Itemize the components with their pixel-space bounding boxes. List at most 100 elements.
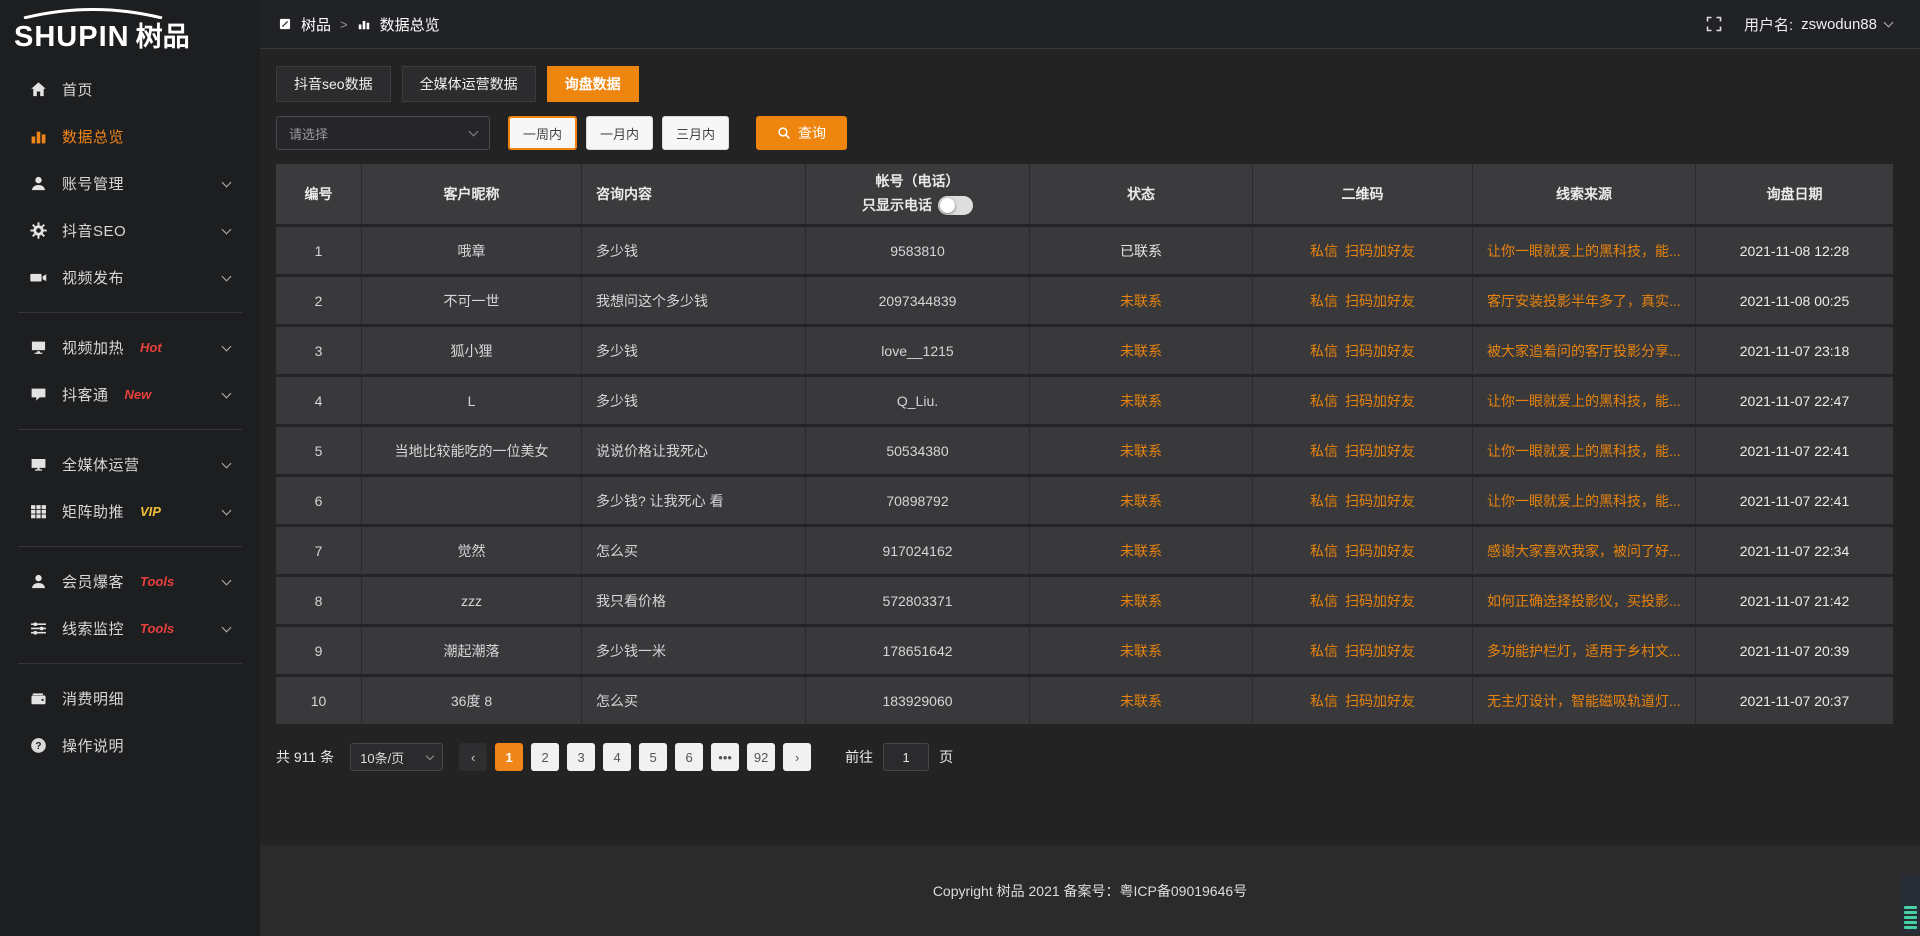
more-pages-button[interactable]: ••• — [711, 743, 740, 771]
scan-add-friend-link[interactable]: 扫码加好友 — [1345, 392, 1415, 409]
scan-add-friend-link[interactable]: 扫码加好友 — [1345, 692, 1415, 709]
chevron-down-icon — [221, 177, 232, 188]
main-content: 抖音seo数据 全媒体运营数据 询盘数据 请选择 一周内 一月内 三月内 查询 — [260, 49, 1920, 845]
scan-add-friend-link[interactable]: 扫码加好友 — [1345, 342, 1415, 359]
monitor-icon — [30, 456, 47, 473]
dm-link[interactable]: 私信 — [1310, 242, 1338, 259]
chevron-down-icon — [468, 126, 479, 137]
prev-page-button[interactable]: ‹ — [459, 743, 488, 771]
chevron-down-icon — [221, 505, 232, 516]
fullscreen-icon[interactable] — [1706, 16, 1722, 32]
tab-douyin-seo-data[interactable]: 抖音seo数据 — [276, 66, 391, 102]
filter-select[interactable]: 请选择 — [276, 116, 490, 150]
dm-link[interactable]: 私信 — [1310, 542, 1338, 559]
scan-add-friend-link[interactable]: 扫码加好友 — [1345, 442, 1415, 459]
period-quarter-button[interactable]: 三月内 — [662, 116, 730, 150]
dm-link[interactable]: 私信 — [1310, 342, 1338, 359]
sidebar-item-member-burst[interactable]: 会员爆客 Tools — [0, 558, 260, 605]
dm-link[interactable]: 私信 — [1310, 292, 1338, 309]
home-icon — [30, 81, 47, 98]
tab-omnimedia-data[interactable]: 全媒体运营数据 — [401, 66, 536, 102]
period-week-button[interactable]: 一周内 — [508, 116, 578, 150]
lead-source-link[interactable]: 如何正确选择投影仪，买投影... — [1473, 577, 1696, 627]
lead-source-link[interactable]: 让你一眼就爱上的黑科技，能... — [1473, 377, 1696, 427]
table-row: 2 不可一世 我想问这个多少钱 2097344839 未联系 私信 扫码加好友 客… — [276, 277, 1893, 327]
lead-source-link[interactable]: 感谢大家喜欢我家，被问了好... — [1473, 527, 1696, 577]
dm-link[interactable]: 私信 — [1310, 642, 1338, 659]
scan-add-friend-link[interactable]: 扫码加好友 — [1345, 542, 1415, 559]
col-qrcode: 二维码 — [1253, 164, 1473, 227]
breadcrumb-root[interactable]: 树品 — [301, 16, 332, 34]
search-icon — [778, 127, 790, 139]
scan-add-friend-link[interactable]: 扫码加好友 — [1345, 242, 1415, 259]
page-button-4[interactable]: 4 — [603, 743, 632, 771]
page-button-5[interactable]: 5 — [639, 743, 668, 771]
table-row: 10 36度 8 怎么买 183929060 未联系 私信 扫码加好友 无主灯设计… — [276, 677, 1893, 727]
table-row: 8 zzz 我只看价格 572803371 未联系 私信 扫码加好友 如何正确选择… — [276, 577, 1893, 627]
lead-source-link[interactable]: 被大家追着问的客厅投影分享... — [1473, 327, 1696, 377]
phone-only-label: 只显示电话 — [862, 197, 932, 213]
sidebar-item-video-publish[interactable]: 视频发布 — [0, 254, 260, 301]
lead-source-link[interactable]: 多功能护栏灯，适用于乡村文... — [1473, 627, 1696, 677]
divider — [18, 312, 242, 313]
dm-link[interactable]: 私信 — [1310, 692, 1338, 709]
scan-add-friend-link[interactable]: 扫码加好友 — [1345, 592, 1415, 609]
page-button-3[interactable]: 3 — [567, 743, 596, 771]
goto-page-input[interactable] — [883, 743, 930, 771]
sidebar-item-video-heat[interactable]: 视频加热 Hot — [0, 324, 260, 371]
dm-link[interactable]: 私信 — [1310, 442, 1338, 459]
page-button-92[interactable]: 92 — [747, 743, 776, 771]
scan-add-friend-link[interactable]: 扫码加好友 — [1345, 492, 1415, 509]
dm-link[interactable]: 私信 — [1310, 592, 1338, 609]
sidebar-item-data-overview[interactable]: 数据总览 — [0, 113, 260, 160]
sidebar-item-douyin-seo[interactable]: 抖音SEO — [0, 207, 260, 254]
status-badge: 未联系 — [1030, 677, 1253, 727]
sidebar-item-help[interactable]: ? 操作说明 — [0, 722, 260, 769]
col-date: 询盘日期 — [1696, 164, 1893, 227]
phone-only-toggle[interactable] — [938, 196, 973, 216]
page-size-select[interactable]: 10条/页 — [350, 743, 444, 771]
chevron-down-icon — [221, 458, 232, 469]
filter-bar: 请选择 一周内 一月内 三月内 查询 — [276, 116, 1893, 150]
breadcrumb-current[interactable]: 数据总览 — [379, 16, 440, 34]
sidebar-item-lead-monitor[interactable]: 线索监控 Tools — [0, 605, 260, 652]
lead-source-link[interactable]: 让你一眼就爱上的黑科技，能... — [1473, 227, 1696, 277]
dm-link[interactable]: 私信 — [1310, 492, 1338, 509]
search-button[interactable]: 查询 — [756, 116, 848, 150]
next-page-button[interactable]: › — [783, 743, 812, 771]
sidebar-item-matrix-boost[interactable]: 矩阵助推 VIP — [0, 488, 260, 535]
dm-link[interactable]: 私信 — [1310, 392, 1338, 409]
period-month-button[interactable]: 一月内 — [586, 116, 654, 150]
page-button-2[interactable]: 2 — [531, 743, 560, 771]
bar-chart-icon — [30, 128, 47, 145]
status-badge: 未联系 — [1030, 477, 1253, 527]
floating-widget[interactable] — [1901, 875, 1920, 933]
app-logo: SHUPIN 树品 — [0, 0, 260, 56]
tab-inquiry-data[interactable]: 询盘数据 — [546, 66, 639, 102]
gear-icon — [30, 222, 47, 239]
status-badge: 未联系 — [1030, 327, 1253, 377]
chevron-down-icon — [221, 341, 232, 352]
status-badge: 已联系 — [1030, 227, 1253, 277]
lead-source-link[interactable]: 让你一眼就爱上的黑科技，能... — [1473, 477, 1696, 527]
sidebar-item-account-management[interactable]: 账号管理 — [0, 160, 260, 207]
data-tabs: 抖音seo数据 全媒体运营数据 询盘数据 — [276, 66, 1893, 102]
lead-source-link[interactable]: 客厅安装投影半年多了，真实... — [1473, 277, 1696, 327]
lead-source-link[interactable]: 无主灯设计，智能磁吸轨道灯... — [1473, 677, 1696, 727]
tools-badge: Tools — [140, 574, 175, 589]
chat-bubble-icon — [30, 386, 47, 403]
sidebar-item-omnimedia[interactable]: 全媒体运营 — [0, 441, 260, 488]
table-row: 4 L 多少钱 Q_Liu. 未联系 私信 扫码加好友 让你一眼就爱上的黑科技，能… — [276, 377, 1893, 427]
table-row: 3 狐小狸 多少钱 love__1215 未联系 私信 扫码加好友 被大家追着问的… — [276, 327, 1893, 377]
sidebar-item-spend-detail[interactable]: 消费明细 — [0, 675, 260, 722]
page-button-1[interactable]: 1 — [495, 743, 524, 771]
lead-source-link[interactable]: 让你一眼就爱上的黑科技，能... — [1473, 427, 1696, 477]
user-menu[interactable]: 用户名: zswodun88 — [1744, 14, 1894, 35]
app-icon — [278, 17, 292, 31]
page-button-6[interactable]: 6 — [675, 743, 704, 771]
scan-add-friend-link[interactable]: 扫码加好友 — [1345, 292, 1415, 309]
sidebar-item-home[interactable]: 首页 — [0, 66, 260, 113]
chevron-down-icon — [221, 575, 232, 586]
scan-add-friend-link[interactable]: 扫码加好友 — [1345, 642, 1415, 659]
sidebar-item-doukeTong[interactable]: 抖客通 New — [0, 371, 260, 418]
